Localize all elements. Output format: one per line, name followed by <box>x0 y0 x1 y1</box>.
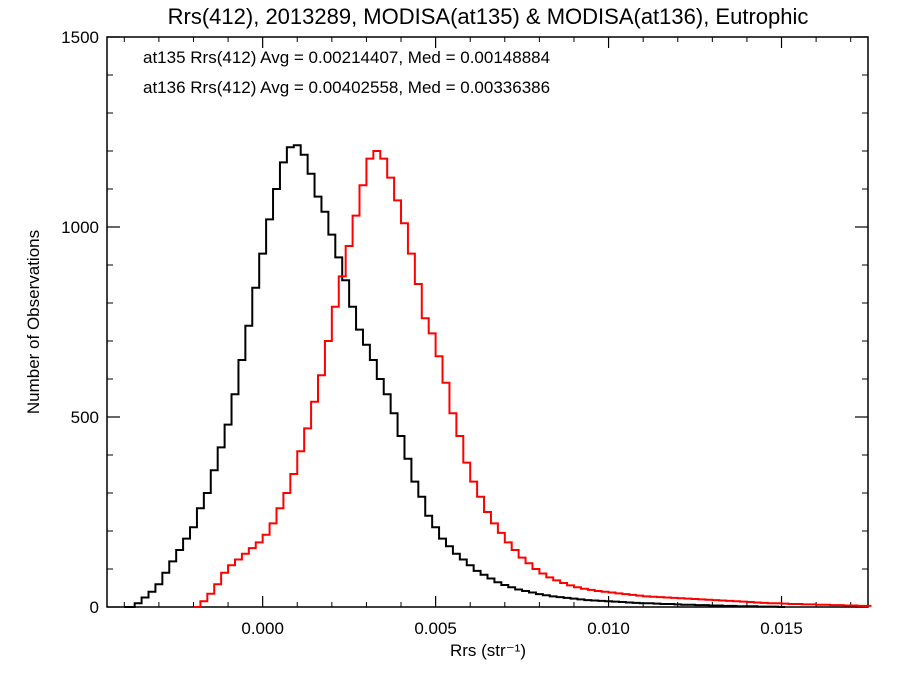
series-at135-line <box>124 144 785 608</box>
x-axis-label: Rrs (str⁻¹) <box>450 641 526 660</box>
annotation-at136: at136 Rrs(412) Avg = 0.00402558, Med = 0… <box>143 78 550 97</box>
x-tick-label: 0.000 <box>241 619 284 638</box>
y-tick-label: 0 <box>90 598 99 617</box>
y-axis-label: Number of Observations <box>24 230 43 414</box>
annotation-at135: at135 Rrs(412) Avg = 0.00214407, Med = 0… <box>143 48 550 67</box>
x-tick-label: 0.015 <box>760 619 803 638</box>
y-tick-label: 500 <box>71 408 99 427</box>
chart-title: Rrs(412), 2013289, MODISA(at135) & MODIS… <box>168 4 809 29</box>
x-tick-label: 0.005 <box>414 619 457 638</box>
x-tick-label: 0.010 <box>587 619 630 638</box>
plot-frame <box>106 36 869 608</box>
series-group <box>124 144 872 608</box>
y-tick-label: 1500 <box>61 28 99 47</box>
y-tick-label: 1000 <box>61 218 99 237</box>
axis-ticks: 0.000 0.005 0.010 0.015 0 500 1000 1500 <box>61 28 868 638</box>
series-at136-line <box>193 150 872 608</box>
